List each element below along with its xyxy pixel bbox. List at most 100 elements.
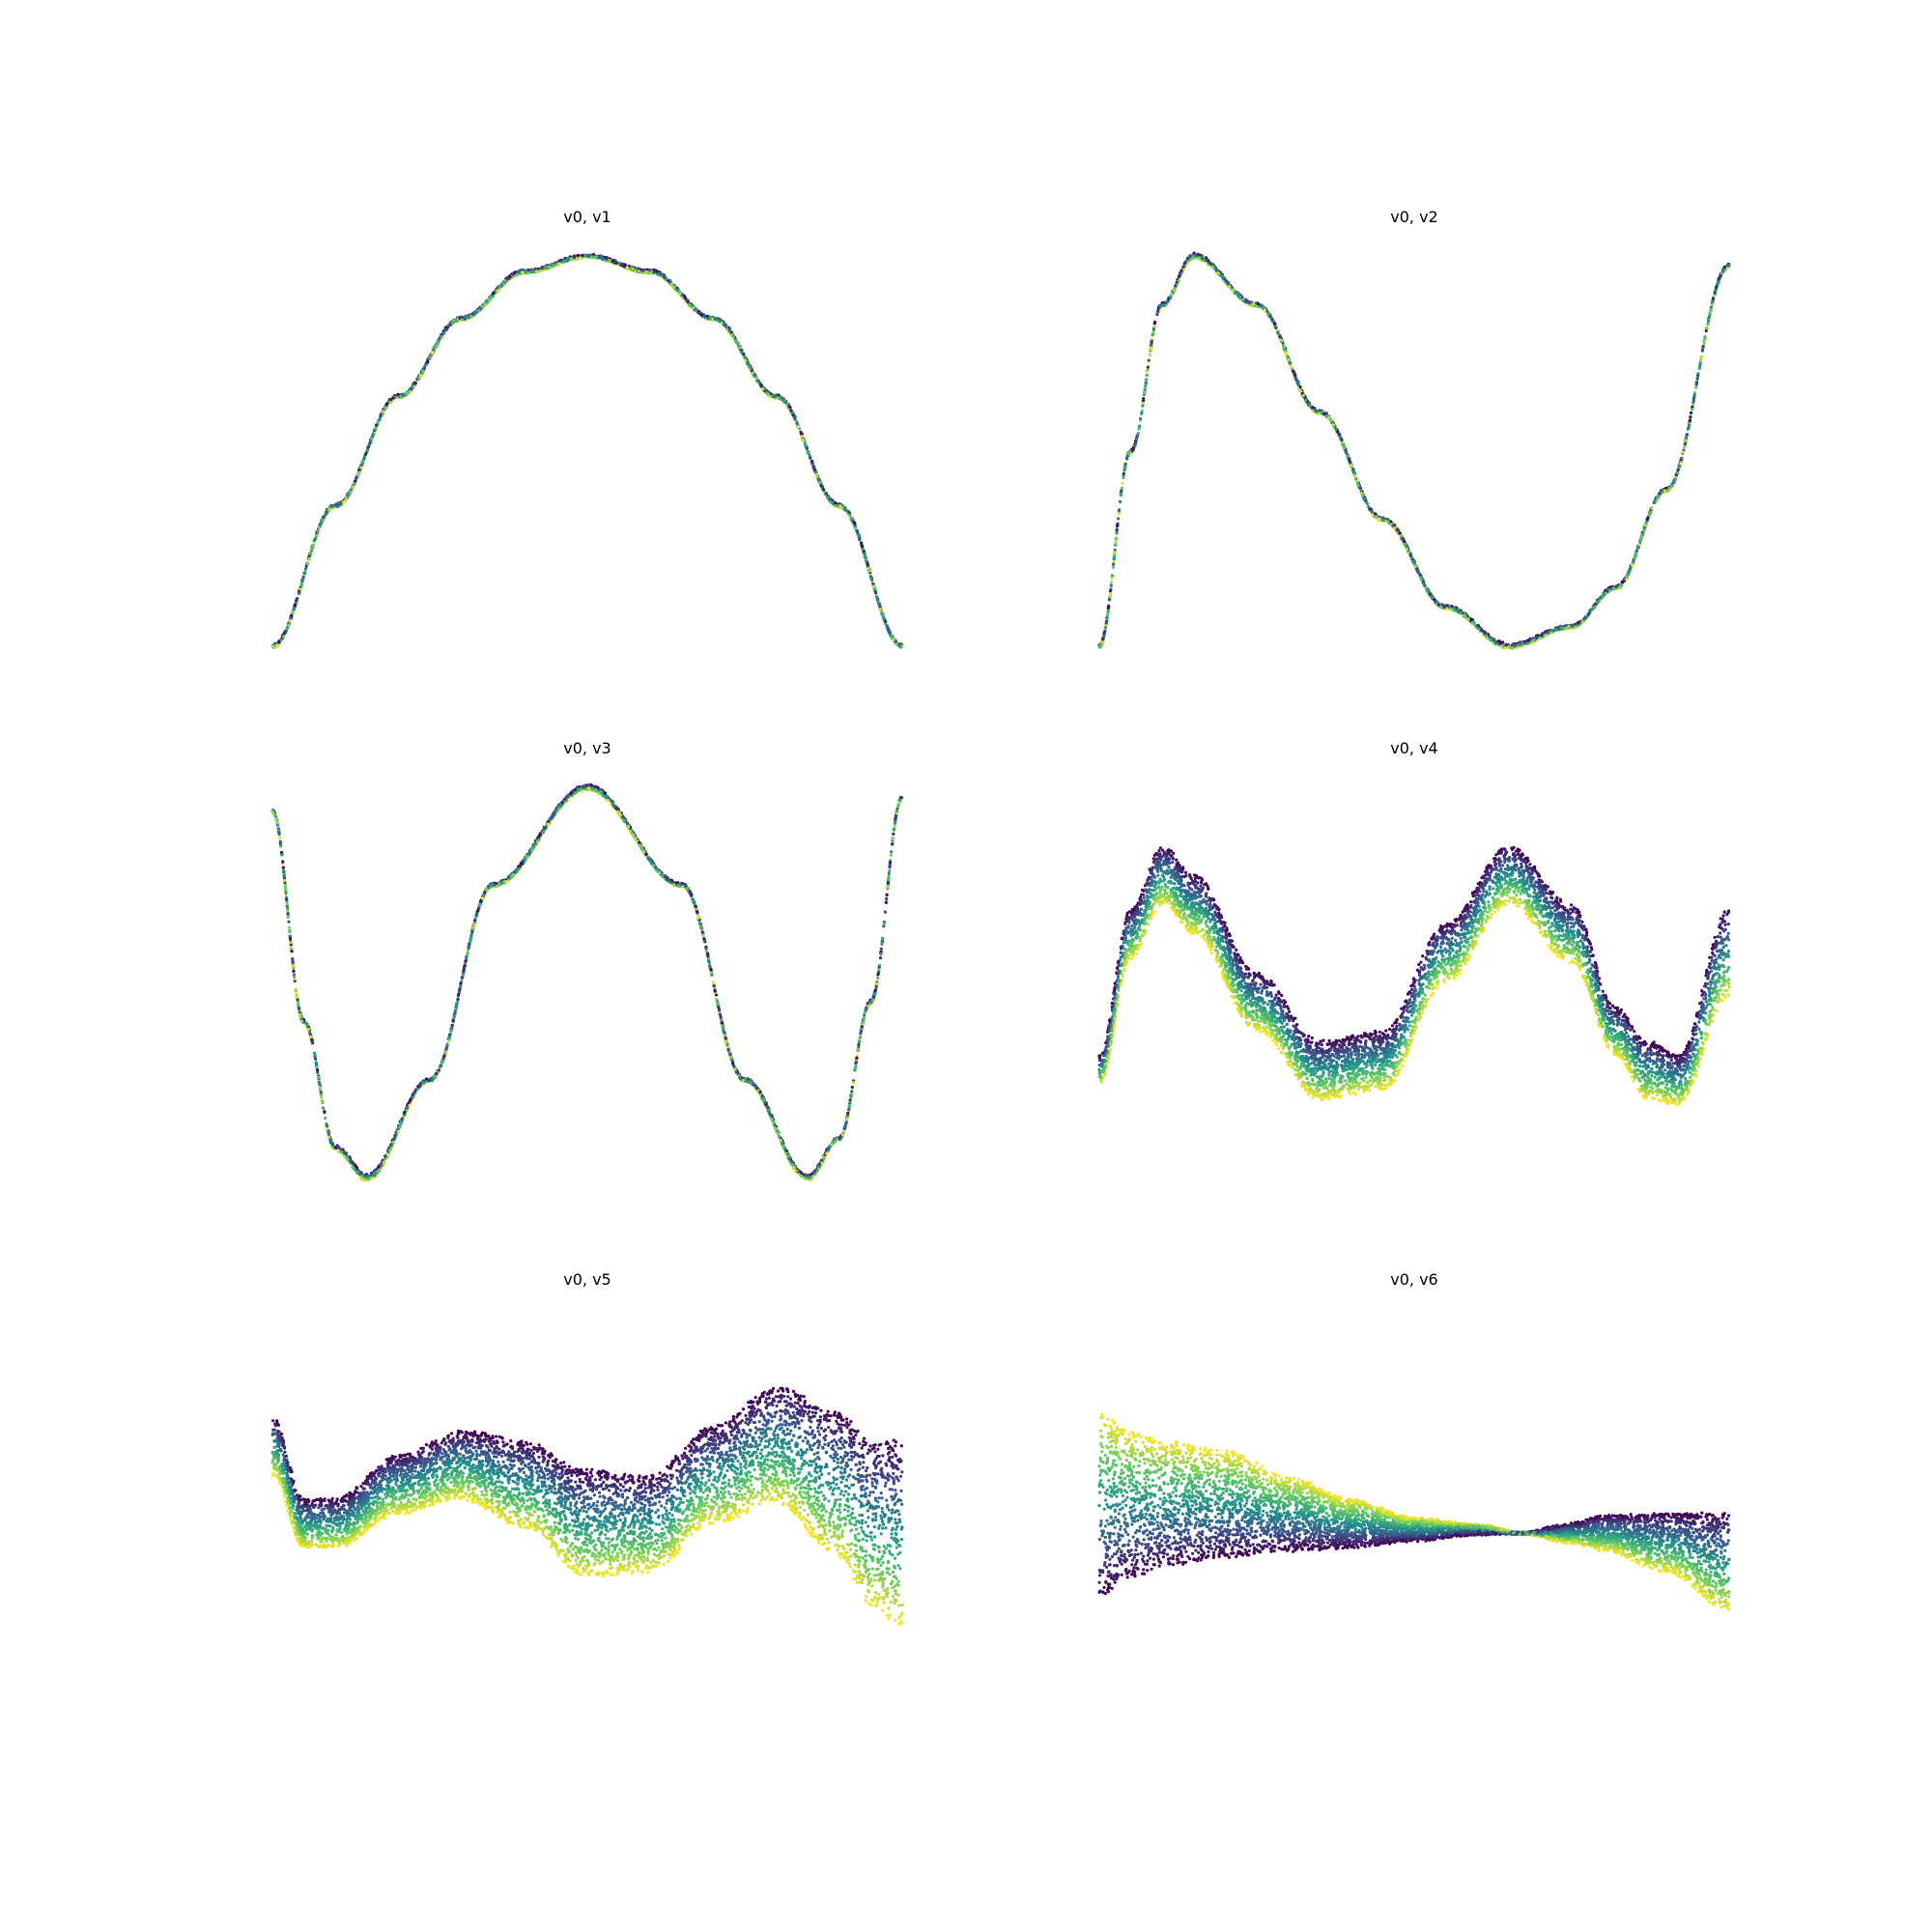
scatter-point bbox=[1128, 449, 1132, 453]
scatter-point bbox=[782, 399, 786, 403]
scatter-point bbox=[748, 364, 752, 368]
scatter-point bbox=[882, 617, 886, 621]
scatter-point bbox=[1152, 325, 1156, 328]
scatter-point bbox=[869, 576, 873, 580]
scatter-point bbox=[302, 571, 307, 575]
scatter-point bbox=[1463, 613, 1466, 617]
scatter-point bbox=[1126, 452, 1131, 456]
scatter-point bbox=[611, 259, 614, 263]
scatter-point bbox=[1549, 629, 1554, 633]
scatter-point bbox=[746, 360, 750, 364]
scatter-point bbox=[1120, 489, 1123, 493]
scatter-point bbox=[1703, 337, 1707, 342]
scatter-point bbox=[1283, 348, 1287, 352]
scatter-point bbox=[1530, 640, 1534, 644]
scatter-point bbox=[1706, 322, 1710, 326]
scatter-point bbox=[1230, 289, 1235, 293]
scatter-point bbox=[1374, 515, 1378, 519]
scatter-point bbox=[1133, 444, 1137, 448]
scatter-point bbox=[777, 395, 781, 400]
scatter-point bbox=[877, 603, 881, 607]
scatter-point bbox=[1513, 643, 1517, 647]
scatter-point bbox=[1108, 589, 1112, 593]
scatter-point bbox=[1197, 253, 1201, 257]
scatter-point bbox=[1509, 645, 1513, 649]
scatter-point bbox=[694, 308, 698, 313]
scatter-point bbox=[423, 365, 427, 369]
scatter-point bbox=[1329, 418, 1333, 423]
scatter-point bbox=[722, 323, 725, 327]
scatter-point bbox=[313, 537, 317, 541]
scatter-point bbox=[1344, 449, 1348, 453]
scatter-point bbox=[1650, 506, 1654, 510]
scatter-point bbox=[282, 635, 286, 639]
scatter-point bbox=[1690, 411, 1693, 414]
scatter-point bbox=[796, 425, 801, 429]
scatter-point bbox=[1690, 408, 1694, 412]
scatter-point bbox=[1109, 583, 1113, 587]
scatter-point bbox=[1709, 305, 1714, 309]
scatter-point bbox=[1679, 462, 1683, 466]
scatter-point bbox=[1707, 315, 1712, 319]
scatter-point bbox=[1639, 537, 1643, 541]
scatter-point bbox=[275, 643, 280, 647]
scatter-point bbox=[1292, 370, 1296, 375]
scatter-point bbox=[1490, 639, 1493, 642]
scatter-point bbox=[1629, 566, 1633, 570]
scatter-point bbox=[1191, 256, 1196, 260]
scatter-point bbox=[1135, 435, 1139, 439]
scatter-point bbox=[543, 266, 547, 270]
scatter-point bbox=[872, 587, 876, 591]
subplot-title: v0, v1 bbox=[272, 208, 902, 226]
scatter-point bbox=[1150, 342, 1153, 346]
scatter-point bbox=[785, 402, 789, 406]
scatter-point bbox=[1103, 626, 1107, 630]
scatter-point bbox=[1174, 284, 1178, 288]
scatter-point bbox=[526, 269, 530, 272]
scatter-point bbox=[1697, 367, 1701, 371]
scatter-point bbox=[1361, 493, 1365, 497]
scatter-point bbox=[1479, 628, 1483, 632]
scatter-point bbox=[581, 253, 584, 258]
scatter-point bbox=[489, 296, 493, 299]
scatter-point bbox=[1286, 355, 1290, 359]
scatter-point bbox=[425, 360, 429, 364]
scatter-point bbox=[384, 406, 387, 410]
scatter-point bbox=[1694, 383, 1698, 386]
scatter-point bbox=[474, 311, 478, 315]
scatter-point bbox=[1194, 254, 1198, 258]
scatter-point bbox=[578, 256, 582, 260]
scatter-point bbox=[1230, 286, 1234, 290]
scatter-point bbox=[1192, 251, 1196, 255]
scatter-point bbox=[1108, 593, 1112, 597]
scatter-point bbox=[547, 265, 552, 269]
scatter-point bbox=[897, 644, 901, 648]
scatter-point bbox=[1544, 634, 1548, 638]
scatter-point bbox=[534, 270, 538, 273]
scatter-point bbox=[1688, 423, 1691, 427]
scatter-plot bbox=[270, 252, 904, 649]
scatter-point bbox=[862, 549, 866, 553]
scatter-point bbox=[1322, 412, 1326, 415]
scatter-point bbox=[720, 322, 724, 326]
scatter-point bbox=[875, 596, 879, 600]
scatter-point bbox=[1619, 583, 1623, 587]
scatter-point bbox=[1298, 385, 1302, 389]
scatter-point bbox=[1391, 524, 1395, 527]
scatter-point bbox=[321, 520, 325, 524]
scatter-point bbox=[1165, 300, 1169, 304]
scatter-point bbox=[1483, 630, 1487, 634]
scatter-point bbox=[333, 503, 337, 507]
scatter-point bbox=[492, 291, 496, 295]
scatter-point bbox=[288, 619, 293, 623]
scatter-point bbox=[366, 445, 370, 449]
scatter-point bbox=[1363, 497, 1367, 501]
scatter-point bbox=[1226, 282, 1230, 286]
scatter-point bbox=[620, 262, 625, 266]
scatter-point bbox=[1140, 411, 1144, 414]
scatter-point bbox=[444, 326, 448, 329]
scatter-point bbox=[437, 339, 441, 343]
scatter-point bbox=[1688, 418, 1691, 422]
scatter-point bbox=[1196, 256, 1200, 260]
scatter-point bbox=[1670, 484, 1674, 489]
